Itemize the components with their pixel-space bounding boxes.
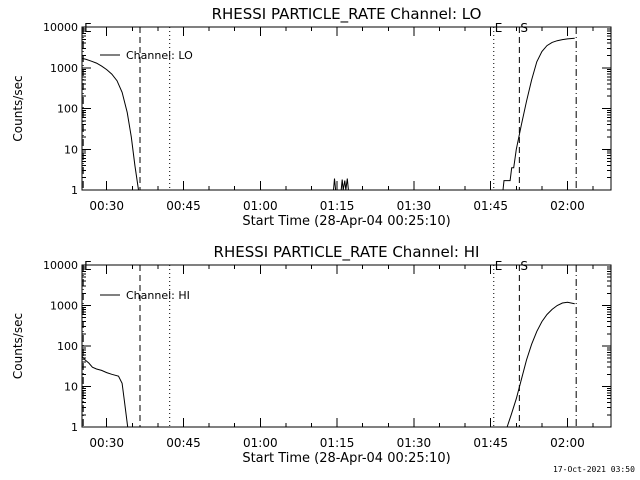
y-tick-label: 10	[64, 143, 78, 156]
x-tick-label: 01:45	[473, 436, 508, 450]
y-tick-label: 100	[57, 103, 78, 116]
x-axis-label: Start Time (28-Apr-04 00:25:10)	[242, 214, 450, 229]
x-tick-label: 01:00	[243, 436, 278, 450]
y-tick-label: 1	[71, 421, 78, 434]
x-tick-label: 00:45	[166, 436, 201, 450]
chart-panel-2: RHESSI PARTICLE_RATE Channel: HI 1 10 100 10…	[11, 243, 612, 466]
y-tick-label: 10	[64, 381, 78, 394]
x-tick-label: 00:30	[89, 199, 124, 213]
x-tick-label: 01:30	[397, 199, 432, 213]
event-marker-label: S	[520, 259, 528, 273]
y-axis-label: Counts/sec	[11, 313, 25, 379]
x-tick-label: 00:45	[166, 199, 201, 213]
chart-title: RHESSI PARTICLE_RATE Channel: HI	[214, 243, 480, 262]
series-line-segment	[81, 356, 129, 428]
chart-title: RHESSI PARTICLE_RATE Channel: LO	[212, 5, 482, 24]
y-tick-label: 1	[71, 184, 78, 197]
chart-panel-1: RHESSI PARTICLE_RATE Channel: LO 1 10 100 10…	[11, 5, 612, 229]
y-tick-label: 10000	[43, 259, 78, 272]
event-marker-label: E	[495, 21, 503, 35]
x-tick-label: 01:30	[397, 436, 432, 450]
x-tick-label: 00:30	[89, 436, 124, 450]
y-axis-label: Counts/sec	[11, 75, 25, 141]
x-tick-label: 01:45	[473, 199, 508, 213]
series-line-segment	[502, 37, 575, 191]
y-tick-label: 10000	[43, 21, 78, 34]
x-tick-label: 02:00	[550, 199, 585, 213]
series-line-segment	[82, 57, 139, 191]
y-tick-label: 1000	[50, 62, 78, 75]
x-tick-label: 02:00	[550, 436, 585, 450]
x-axis-label: Start Time (28-Apr-04 00:25:10)	[242, 451, 450, 466]
y-tick-label: 1000	[50, 300, 78, 313]
event-marker-label: E	[495, 259, 503, 273]
x-tick-label: 01:15	[320, 436, 355, 450]
legend-label: Channel: HI	[126, 289, 190, 302]
y-tick-label: 100	[57, 340, 78, 353]
x-tick-label: 01:15	[320, 199, 355, 213]
series-line-segment	[506, 301, 575, 428]
event-marker-label: E	[84, 259, 92, 273]
x-tick-label: 01:00	[243, 199, 278, 213]
legend-label: Channel: LO	[126, 49, 193, 62]
event-marker-label: E	[84, 21, 92, 35]
series-line-segment	[340, 178, 349, 191]
event-marker-label: S	[520, 21, 528, 35]
footer-timestamp: 17-Oct-2021 03:50	[553, 465, 635, 474]
series-line-segment	[333, 178, 337, 191]
